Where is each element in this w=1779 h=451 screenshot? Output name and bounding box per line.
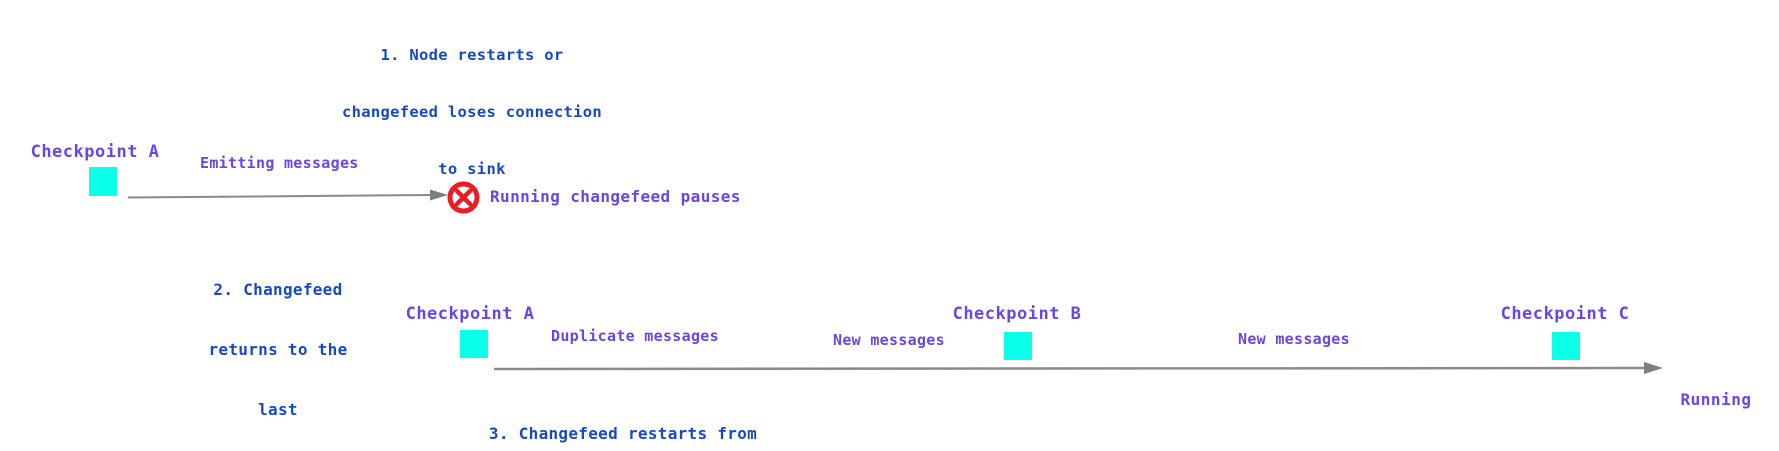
checkpoint-a-label-after: Checkpoint A: [405, 304, 535, 324]
checkpoint-b-label: Checkpoint B: [952, 304, 1082, 324]
step1-note: 1. Node restarts or changefeed loses con…: [312, 8, 632, 217]
step2-note: 2. Changefeed returns to the last checkp…: [178, 240, 378, 451]
checkpoint-a-marker-before: [89, 167, 117, 196]
running-changefeed-resumes-label: Running changefeed resumes: [1640, 347, 1779, 451]
running-changefeed-pauses-label: Running changefeed pauses: [490, 187, 741, 206]
timeline2-arrow-line: [493, 366, 1647, 371]
step2-note-line: 2. Changefeed: [213, 280, 343, 299]
step3-note-line: 3. Changefeed restarts from: [488, 424, 758, 443]
step2-note-line: last: [258, 400, 298, 419]
step1-note-line: to sink: [438, 160, 506, 178]
resume-label-line: Running: [1680, 390, 1752, 409]
step1-note-line: 1. Node restarts or: [380, 46, 564, 64]
step2-note-line: returns to the: [208, 340, 348, 359]
checkpoint-c-label: Checkpoint C: [1500, 304, 1630, 324]
new-messages-label-2: New messages: [1238, 330, 1350, 348]
step1-note-line: changefeed loses connection: [341, 103, 603, 121]
new-messages-label-1: New messages: [833, 331, 945, 349]
duplicate-messages-label: Duplicate messages: [551, 327, 719, 345]
checkpoint-b-marker: [1004, 332, 1032, 360]
step3-note: 3. Changefeed restarts from last checkpo…: [473, 384, 773, 451]
checkpoint-a-label-before: Checkpoint A: [30, 142, 160, 162]
cancel-icon: [447, 181, 480, 214]
checkpoint-c-marker: [1552, 332, 1580, 360]
emitting-messages-label: Emitting messages: [200, 154, 359, 172]
checkpoint-a-marker-after: [460, 330, 488, 358]
